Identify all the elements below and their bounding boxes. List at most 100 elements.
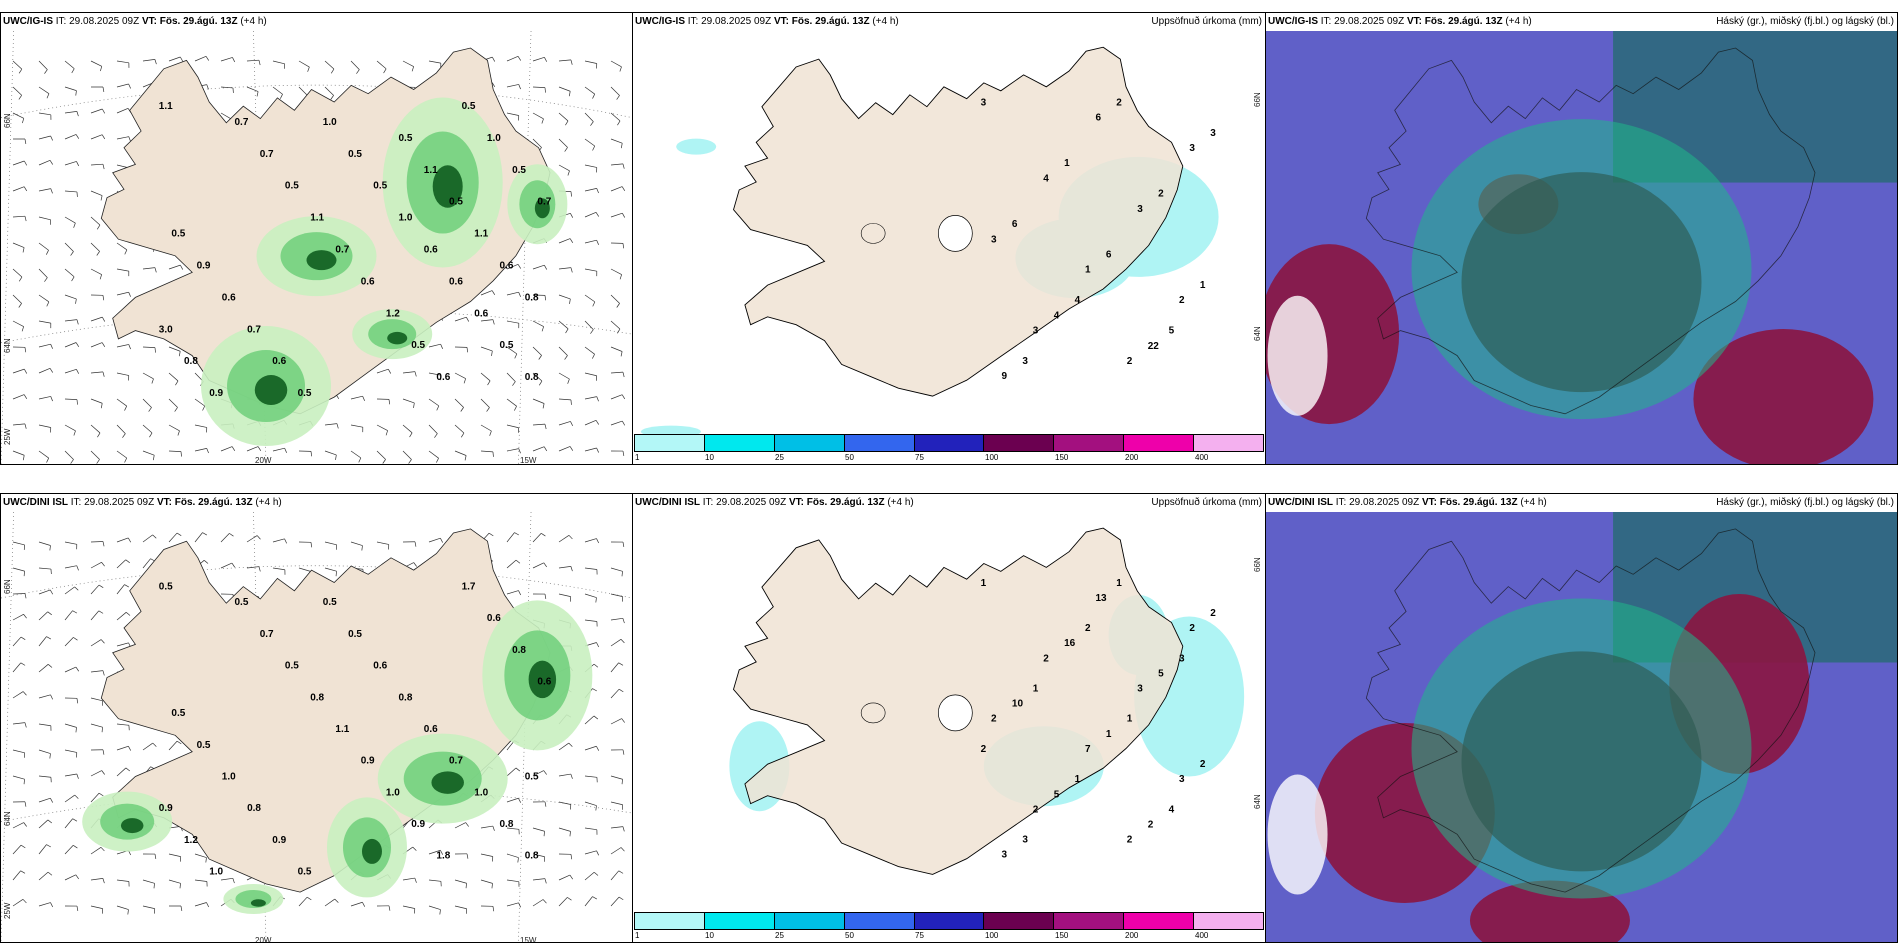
lon-label-20w: 20W [255, 936, 272, 943]
value-label: 22 [1148, 341, 1160, 352]
colorbar-labels: 1 10 25 50 75 100 150 200 400 [634, 931, 1264, 941]
value-label: 2 [1033, 804, 1039, 815]
value-label: 1 [1064, 158, 1070, 169]
panel-variable-label: Uppsöfnuð úrkoma (mm) [1151, 497, 1262, 508]
value-label: 0.9 [272, 835, 286, 846]
lat-label-66: 66N [3, 579, 12, 594]
value-label: 2 [1148, 820, 1154, 831]
value-label: 0.9 [361, 756, 375, 767]
value-label: 2 [1210, 608, 1216, 619]
panel-precip-dini: UWC/DINI ISL IT: 29.08.2025 09Z VT: Fös.… [632, 493, 1266, 943]
value-label: 2 [1127, 835, 1133, 846]
colorbar-tick-label: 1 [635, 453, 640, 462]
value-label: 0.6 [272, 356, 286, 367]
value-label: 2 [1158, 189, 1164, 200]
colorbar-tick-label: 25 [775, 453, 784, 462]
value-label: 1.8 [436, 851, 450, 862]
colorbar-tick-label: 100 [985, 931, 999, 940]
map-area: 3 2 3 2 1 3 3 4 3 6 9 22 4 1 6 6 2 1 3 2 3 5 4 [633, 31, 1265, 444]
value-label: 0.5 [399, 133, 413, 144]
lat-label-64: 64N [1253, 794, 1262, 809]
value-label: 3 [1022, 835, 1028, 846]
panel-title: UWC/IG-IS IT: 29.08.2025 09Z VT: Fös. 29… [1, 13, 632, 31]
precip-colorbar [634, 434, 1264, 452]
value-label: 1.1 [424, 165, 438, 176]
value-label: 2 [1085, 623, 1091, 634]
value-label: 3 [1179, 774, 1185, 785]
value-label: 0.7 [449, 756, 463, 767]
lat-label-66: 66N [1253, 557, 1262, 572]
map-area [1266, 512, 1897, 942]
value-label: 0.6 [436, 372, 450, 383]
value-label: 1 [1033, 684, 1039, 695]
value-label: 1.0 [222, 772, 236, 783]
value-label: 0.9 [209, 388, 223, 399]
value-label: 0.8 [525, 851, 539, 862]
value-label: 0.5 [171, 708, 185, 719]
colorbar-tick-label: 200 [1125, 931, 1139, 940]
map-area: 1 2 2 3 7 2 3 2 2 13 3 2 5 2 1 10 5 16 2 1 3 4 1 2 1 1 3 2 [633, 512, 1265, 922]
panel-title: UWC/IG-IS IT: 29.08.2025 09Z VT: Fös. 29… [633, 13, 1265, 31]
map-area: 0.5 0.8 0.8 1.0 0.7 0.6 0.8 0.6 0.5 0.5 0.5 0.9 0.8 1… [1, 512, 632, 942]
colorbar-swatch [1124, 913, 1195, 929]
value-label: 0.9 [159, 803, 173, 814]
value-label: 1.1 [474, 229, 488, 240]
panel-precip-ig-is: UWC/IG-IS IT: 29.08.2025 09Z VT: Fös. 29… [632, 12, 1266, 465]
value-label: 0.5 [159, 581, 173, 592]
value-label: 0.7 [247, 324, 261, 335]
value-label: 1 [1116, 578, 1122, 589]
value-label: 9 [1002, 371, 1008, 382]
value-label: 0.5 [323, 597, 337, 608]
value-label: 1.1 [310, 213, 324, 224]
value-label: 3 [1179, 653, 1185, 664]
lat-label-25w: 25W [3, 902, 12, 919]
value-label: 1.0 [487, 133, 501, 144]
lat-label-64: 64N [1253, 326, 1262, 341]
value-label: 0.5 [525, 772, 539, 783]
colorbar-labels: 1 10 25 50 75 100 150 200 400 [634, 453, 1264, 463]
value-label: 0.5 [411, 340, 425, 351]
value-label: 2 [1127, 356, 1133, 367]
colorbar-tick-label: 50 [845, 453, 854, 462]
lat-label-66: 66N [1253, 92, 1262, 107]
value-label: 0.8 [247, 803, 261, 814]
value-label: 5 [1169, 326, 1175, 337]
colorbar-tick-label: 75 [915, 453, 924, 462]
value-label: 0.7 [537, 197, 551, 208]
panel-title: UWC/DINI ISL IT: 29.08.2025 09Z VT: Fös.… [1266, 494, 1897, 512]
value-label: 2 [1189, 623, 1195, 634]
value-label: 5 [1054, 789, 1060, 800]
colorbar-swatch [984, 913, 1055, 929]
colorbar-swatch [1124, 435, 1195, 451]
value-label: 1.0 [323, 117, 337, 128]
value-label: 0.8 [500, 819, 514, 830]
value-label: 13 [1096, 593, 1108, 604]
value-label: 6 [1106, 250, 1112, 261]
value-label: 2 [1043, 653, 1049, 664]
value-label: 1.7 [462, 581, 476, 592]
value-label: 3 [1137, 204, 1143, 215]
colorbar-swatch [704, 913, 775, 929]
colorbar-swatch [1054, 435, 1125, 451]
lon-label-15w: 15W [520, 456, 537, 465]
panel-variable-label: Háský (gr.), miðský (fj.bl.) og lágský (… [1716, 497, 1894, 508]
lat-label-25w: 25W [3, 428, 12, 445]
value-label: 3 [1033, 326, 1039, 337]
value-label: 0.6 [222, 292, 236, 303]
colorbar-tick-label: 75 [915, 931, 924, 940]
value-label: 0.9 [197, 261, 211, 272]
value-label: 0.8 [525, 292, 539, 303]
wind-map: 0.5 0.8 0.8 1.0 0.7 0.6 0.8 0.6 0.5 0.5 0.5 0.9 0.8 1… [1, 512, 632, 942]
value-label: 1.1 [335, 724, 349, 735]
value-label: 3.0 [159, 324, 173, 335]
value-label: 0.8 [310, 692, 324, 703]
value-label: 0.6 [424, 724, 438, 735]
panel-title: UWC/IG-IS IT: 29.08.2025 09Z VT: Fös. 29… [1266, 13, 1897, 31]
colorbar-swatch [914, 435, 985, 451]
value-label: 4 [1075, 295, 1081, 306]
value-label: 0.6 [424, 245, 438, 256]
cloud-map [1266, 512, 1897, 942]
value-label: 4 [1043, 173, 1049, 184]
panel-title: UWC/DINI ISL IT: 29.08.2025 09Z VT: Fös.… [633, 494, 1265, 512]
value-label: 0.7 [235, 117, 249, 128]
